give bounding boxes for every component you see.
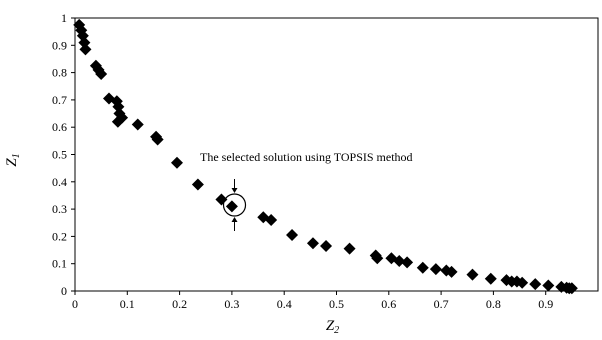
y-tick-label: 0.7 xyxy=(52,93,67,107)
y-tick-label: 0.8 xyxy=(52,66,67,80)
data-point xyxy=(542,279,555,292)
data-point xyxy=(95,67,108,80)
arrow-bottom-head xyxy=(231,217,238,223)
data-point xyxy=(265,214,278,227)
data-point xyxy=(529,278,542,291)
selected-point-circle xyxy=(222,193,247,217)
y-axis-title-sub: 1 xyxy=(11,153,22,158)
data-point xyxy=(445,265,458,278)
x-tick-label: 0.2 xyxy=(172,297,187,311)
x-tick-label: 0.6 xyxy=(381,297,396,311)
data-point xyxy=(565,282,578,295)
annotation-text: The selected solution using TOPSIS metho… xyxy=(200,150,413,164)
y-tick-label: 0.9 xyxy=(52,38,67,52)
x-tick-label: 0.1 xyxy=(120,297,135,311)
y-axis-title: Z1 xyxy=(4,153,22,166)
data-point xyxy=(79,43,92,56)
data-point xyxy=(320,239,333,252)
data-point xyxy=(429,263,442,276)
data-point xyxy=(286,229,299,242)
data-point xyxy=(484,272,497,285)
x-tick-label: 0.8 xyxy=(486,297,501,311)
x-tick-label: 0 xyxy=(72,297,78,311)
x-tick-label: 0.7 xyxy=(434,297,449,311)
data-point xyxy=(393,254,406,267)
data-point xyxy=(191,178,204,191)
data-point xyxy=(225,200,238,213)
data-point xyxy=(151,133,164,146)
data-point xyxy=(343,242,356,255)
data-point xyxy=(416,261,429,274)
data-point xyxy=(170,156,183,169)
data-point xyxy=(131,118,144,131)
y-tick-label: 0.6 xyxy=(52,120,67,134)
x-tick-label: 0.3 xyxy=(224,297,239,311)
x-tick-label: 0.5 xyxy=(329,297,344,311)
y-tick-label: 1 xyxy=(61,11,67,25)
y-tick-label: 0 xyxy=(61,284,67,298)
x-axis-title-sub: 2 xyxy=(334,325,339,335)
data-point xyxy=(371,252,384,265)
data-point xyxy=(215,193,228,206)
data-point xyxy=(401,256,414,269)
x-axis-title-main: Z xyxy=(326,318,335,334)
x-axis-title: Z2 xyxy=(326,318,339,335)
data-point xyxy=(306,237,319,250)
annotation: The selected solution using TOPSIS metho… xyxy=(200,150,413,232)
arrow-top-head xyxy=(231,188,238,194)
y-tick-label: 0.2 xyxy=(52,229,67,243)
y-axis-title-main: Z xyxy=(4,158,20,167)
x-tick-label: 0.4 xyxy=(277,297,292,311)
data-point xyxy=(466,268,479,281)
y-tick-label: 0.1 xyxy=(52,257,67,271)
y-tick-label: 0.5 xyxy=(52,148,67,162)
y-tick-label: 0.4 xyxy=(52,175,67,189)
y-tick-label: 0.3 xyxy=(52,202,67,216)
ticks: 0 0.1 0.2 0.3 0.4 0.5 0.6 0.7 0.8 0.9 0 0.1 0.2 0.3 0.… xyxy=(52,11,553,311)
x-tick-label: 0.9 xyxy=(538,297,553,311)
data-point xyxy=(116,111,129,124)
data-points xyxy=(73,18,578,295)
data-point xyxy=(516,276,529,289)
